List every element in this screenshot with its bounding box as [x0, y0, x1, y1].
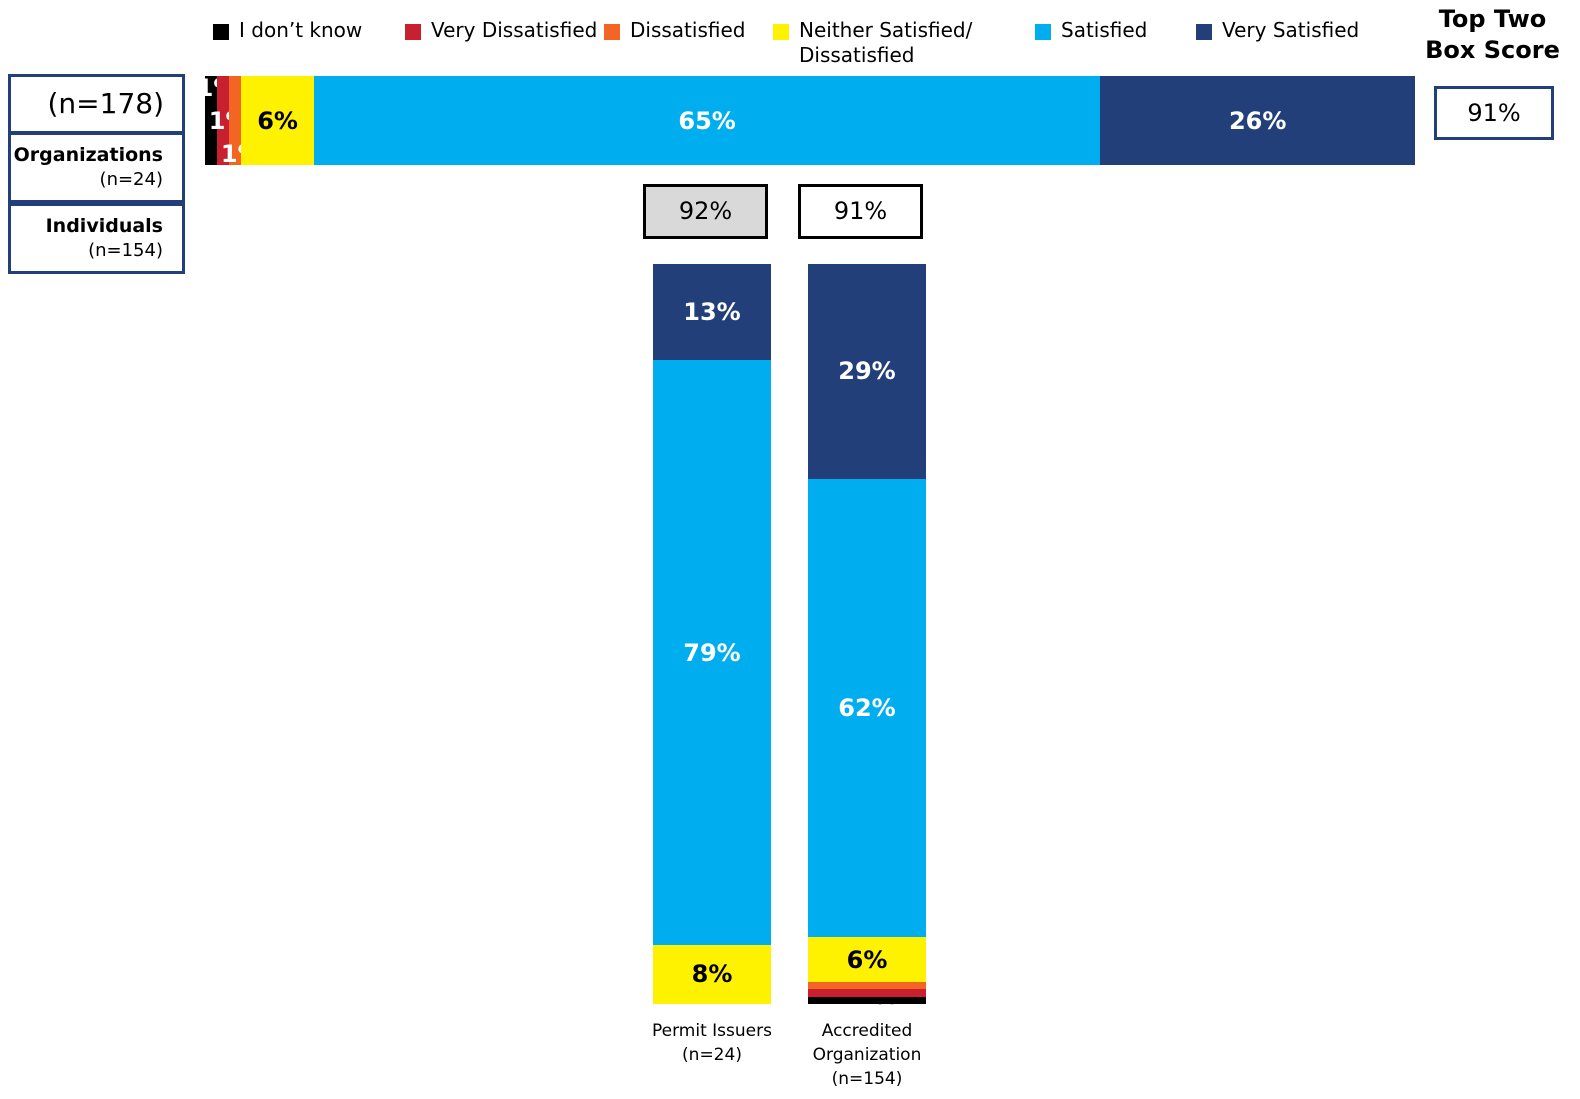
bar-segment — [808, 989, 926, 997]
bar-segment — [241, 76, 314, 165]
x-tick-label: Permit Issuers (n=24) — [652, 1021, 772, 1065]
legend-swatch — [213, 24, 229, 40]
legend-label: Neither Satisfied/ Dissatisfied — [799, 18, 973, 67]
side-n: (n=24) — [99, 169, 163, 190]
legend-swatch — [773, 24, 789, 40]
value-label: 29% — [838, 357, 896, 386]
bar-segment — [808, 996, 926, 1004]
legend-label: Satisfied — [1061, 18, 1148, 42]
top-two-box: 91% — [798, 184, 923, 239]
legend-swatch — [1196, 24, 1212, 40]
bar-segment — [1100, 76, 1415, 165]
bar-segment — [229, 76, 242, 165]
value-label: 13% — [683, 298, 741, 327]
x-tick-label: Accredited Organization (n=154) — [812, 1021, 922, 1089]
legend-swatch — [1035, 24, 1051, 40]
bar-segment — [653, 264, 771, 361]
legend-label: Very Dissatisfied — [431, 18, 598, 42]
value-label: 62% — [838, 694, 896, 722]
bar-segment — [808, 937, 926, 982]
category-box: (n=178) — [8, 74, 185, 134]
side-box — [8, 203, 185, 274]
top-two-box: 91% — [1434, 86, 1554, 140]
bar-segment — [808, 264, 926, 479]
bar-segment — [808, 478, 926, 938]
value-label: 6% — [257, 106, 298, 135]
side-label: Organizations — [13, 144, 163, 166]
side-n: (n=154) — [88, 240, 163, 261]
legend-label: I don’t know — [239, 18, 363, 42]
bar-segment — [808, 981, 926, 990]
legend-swatch — [604, 24, 620, 40]
value-label: 79% — [683, 638, 741, 667]
value-label: 8% — [691, 960, 733, 989]
value-label: 6% — [846, 945, 888, 974]
bar-segment — [653, 944, 771, 1004]
side-label: Individuals — [45, 215, 163, 237]
top-two-box: 92% — [643, 184, 768, 239]
bar-segment — [653, 360, 771, 945]
bar-segment — [313, 76, 1101, 165]
bar-segment — [217, 76, 230, 165]
top-two-title: Top Two Box Score — [1425, 5, 1560, 64]
value-label: 26% — [1228, 106, 1287, 135]
value-label: 65% — [678, 106, 736, 135]
side-box — [8, 132, 185, 203]
legend-label: Dissatisfied — [630, 18, 746, 42]
bar-segment — [205, 76, 218, 165]
legend-label: Very Satisfied — [1222, 18, 1360, 42]
legend-swatch — [405, 24, 421, 40]
